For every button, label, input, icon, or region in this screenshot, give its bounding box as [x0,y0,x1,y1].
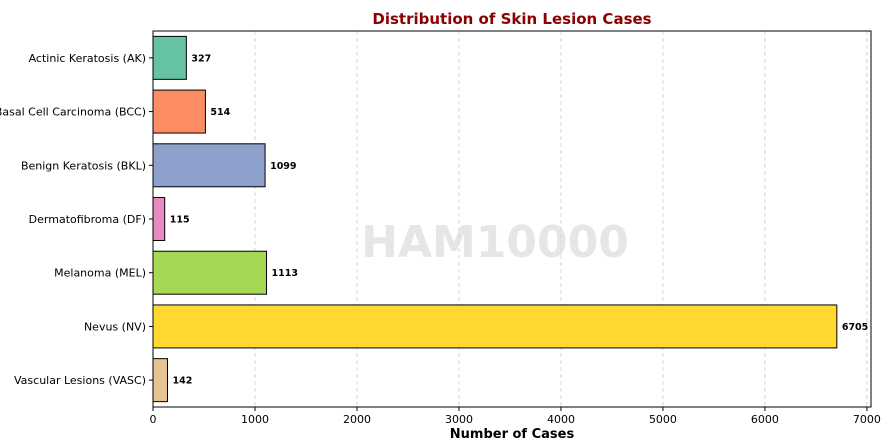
bars-group: 327 514 1099 115 1113 6705 142 [152,35,868,403]
category-label: Nevus (NV) [84,320,146,333]
data-label: 327 [191,53,211,64]
x-tick-label: 3000 [445,413,473,426]
bar [152,143,266,188]
data-label: 1113 [272,268,298,279]
bar [152,197,166,241]
watermark: HAM10000 [361,217,629,268]
chart-title: Distribution of Skin Lesion Cases [372,10,651,28]
x-tick-label: 4000 [547,413,575,426]
category-label: Vascular Lesions (VASC) [14,374,146,387]
category-label: Actinic Keratosis (AK) [29,52,146,65]
x-tick-label: 7000 [853,413,881,426]
y-axis-ticks: Actinic Keratosis (AK) Basal Cell Carcino… [0,52,153,387]
x-tick-label: 1000 [241,413,269,426]
bar [152,35,187,80]
data-label: 6705 [842,322,868,333]
bar [152,358,168,403]
x-tick-label: 6000 [751,413,779,426]
category-label: Benign Keratosis (BKL) [21,159,146,172]
bar [152,250,268,295]
category-label: Melanoma (MEL) [54,267,146,280]
x-axis-label: Number of Cases [450,427,575,441]
category-label: Dermatofibroma (DF) [29,213,146,226]
x-tick-label: 0 [150,413,157,426]
x-tick-label: 2000 [343,413,371,426]
data-label: 115 [170,215,190,226]
data-label: 1099 [270,161,296,172]
bar [152,89,206,134]
category-label: Basal Cell Carcinoma (BCC) [0,106,146,119]
data-label: 142 [172,376,192,387]
data-label: 514 [210,107,230,118]
x-axis-ticks: 0 1000 2000 3000 4000 5000 6000 7000 [150,407,881,426]
x-tick-label: 5000 [649,413,677,426]
bar [152,304,838,349]
